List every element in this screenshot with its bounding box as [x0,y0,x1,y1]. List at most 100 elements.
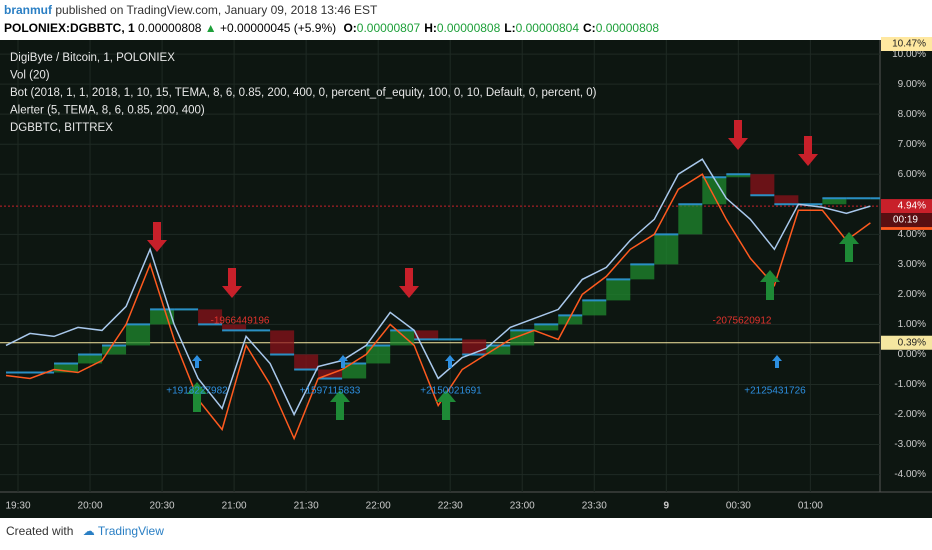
ohlc-label: C: [583,21,596,35]
change: +0.00000045 (+5.9%) [220,21,337,35]
signal-arrows [147,120,859,420]
chart: -1966449196 -2075620912 +1918227982 +159… [0,37,932,518]
series-line [5,158,871,417]
up-icon: ▲ [204,21,217,35]
bot-box [366,345,391,364]
price-label: 4.94% [898,201,926,212]
last: 0.00000808 [138,21,202,35]
ohlc: O:0.00000807 H:0.00000808 L:0.00000804 C:0.… [339,21,659,35]
brand-name[interactable]: TradingView [97,524,164,538]
bot-box [582,300,607,316]
bot-box [198,309,223,325]
publish-line: branmuf published on TradingView.com, Ja… [4,3,377,17]
x-tick-label: 21:00 [222,501,247,512]
entry-label: +2150021691 [420,386,482,397]
buy-arrows [187,232,859,420]
legend-indicator: Alerter (5, TEMA, 8, 6, 0.85, 200, 400) [10,105,205,117]
x-tick-label: 23:30 [582,501,607,512]
bot-box [822,198,847,205]
countdown: 00:19 [893,215,918,226]
bot-box [414,330,439,340]
entry-label: +1597115833 [300,386,361,397]
plot-bg [0,40,880,492]
x-tick-label: 21:30 [294,501,319,512]
y-tick-label: 4.00% [898,229,926,240]
order-markers [192,355,782,368]
y-tick-label: 1.00% [898,319,926,330]
price-axis-bg [880,40,932,492]
price-label-bg [881,37,932,51]
bot-box [654,234,679,265]
bot-box [630,264,655,280]
ohlc-value: 0.00000804 [515,21,580,35]
bot-box [342,363,367,379]
price-label: 0.39% [898,337,926,348]
y-tick-label: -1.00% [894,379,926,390]
price-label-bg [881,335,932,350]
y-tick-label: 7.00% [898,139,926,150]
author[interactable]: branmuf [4,3,52,17]
y-tick-label: -4.00% [894,469,926,480]
y-tick-label: 9.00% [898,79,926,90]
bot-box [486,345,511,355]
symbol: POLONIEX:DGBBTC, 1 [4,21,135,35]
y-tick-label: 0.00% [898,349,926,360]
legend-indicator: Vol (20) [10,70,50,82]
y-tick-label: 2.00% [898,289,926,300]
bot-box [558,315,583,325]
legend-series: DigiByte / Bitcoin, 1, POLONIEX [10,52,175,64]
order-labels: +1918227982 +1597115833 +2150021691 +212… [166,386,806,397]
x-tick-label: 01:00 [798,501,823,512]
ohlc-label: O: [343,21,357,35]
ohlc-label: H: [424,21,437,35]
entry-label: +2125431726 [744,386,806,397]
series-line [5,173,871,441]
bot-box [270,330,295,355]
y-tick-label: -3.00% [894,439,926,450]
ohlc-value: 0.00000808 [436,21,501,35]
published: published on TradingView.com, January 09… [55,3,378,17]
exit-label: -1966449196 [211,316,270,327]
x-tick-label: 9 [664,501,670,512]
bot-box [606,279,631,301]
bot-box [390,330,415,346]
x-tick-label: 20:30 [150,501,175,512]
y-tick-label: 3.00% [898,259,926,270]
x-tick-label: 00:30 [726,501,751,512]
price-label: 10.47% [892,39,926,50]
x-tick-label: 22:00 [366,501,391,512]
x-tick-label: 23:00 [510,501,535,512]
order-labels: -1966449196 -2075620912 [211,316,772,327]
y-tick-label: -2.00% [894,409,926,420]
bot-box [678,204,703,235]
ohlc-label: L: [504,21,516,35]
bot-box [534,324,559,331]
brand[interactable]: ☁ TradingView [82,524,164,538]
ohlc-value: 0.00000808 [595,21,660,35]
symbol-line: POLONIEX:DGBBTC, 1 0.00000808 ▲ +0.00000… [4,21,659,35]
bot-box [294,354,319,370]
bot-box [54,363,79,373]
bot-box [78,354,103,364]
bot-box [750,174,775,196]
bot-box [102,345,127,355]
time-axis-bg [0,492,932,518]
legend-series: DGBBTC, BITTREX [10,122,113,134]
price-label-bg [881,199,932,214]
legend-series: Bot (2018, 1, 1, 2018, 1, 10, 15, TEMA, … [10,87,597,99]
y-tick-label: 8.00% [898,109,926,120]
bot-box [726,174,751,178]
bot-box [222,324,247,331]
ohlc-value: 0.00000807 [356,21,421,35]
bot-box [774,195,799,205]
x-tick-label: 20:00 [78,501,103,512]
countdown-bg [881,213,932,228]
y-tick-label: 10.00% [892,49,926,60]
bot-box [510,330,535,346]
legend: DigiByte / Bitcoin, 1, POLONIEX Vol (20) B… [10,52,597,134]
y-tick-label: 6.00% [898,169,926,180]
x-tick-label: 19:30 [5,501,30,512]
bot-box [126,324,151,346]
sell-arrows [147,120,818,298]
